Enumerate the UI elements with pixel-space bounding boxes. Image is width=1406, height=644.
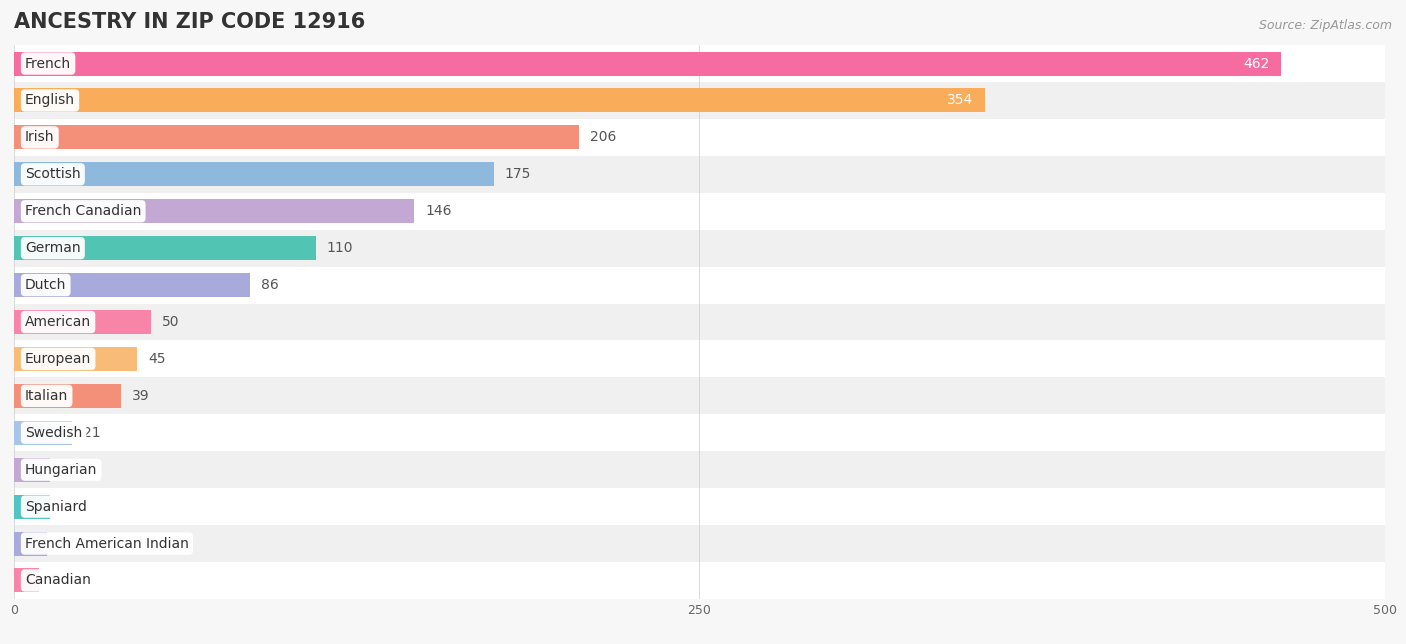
Text: 206: 206 [591, 130, 616, 144]
Bar [14, 126, 579, 149]
Text: American: American [25, 315, 91, 329]
Text: 12: 12 [58, 536, 76, 551]
Bar [14, 347, 138, 371]
Text: 146: 146 [426, 204, 451, 218]
Bar [14, 531, 46, 556]
Bar [14, 414, 1385, 451]
Bar [14, 377, 1385, 414]
Text: Spaniard: Spaniard [25, 500, 87, 514]
Bar [14, 193, 1385, 230]
Text: European: European [25, 352, 91, 366]
Bar [14, 45, 1385, 82]
Text: 175: 175 [505, 167, 531, 182]
Text: 50: 50 [162, 315, 180, 329]
Bar [14, 273, 250, 297]
Bar [14, 88, 984, 113]
Bar [14, 119, 1385, 156]
Text: Scottish: Scottish [25, 167, 80, 182]
Text: 39: 39 [132, 389, 149, 403]
Text: Source: ZipAtlas.com: Source: ZipAtlas.com [1258, 19, 1392, 32]
Text: 9: 9 [49, 573, 59, 587]
Text: Dutch: Dutch [25, 278, 66, 292]
Bar [14, 569, 39, 592]
Bar [14, 384, 121, 408]
Text: 462: 462 [1243, 57, 1270, 71]
Text: English: English [25, 93, 75, 108]
Text: 354: 354 [948, 93, 974, 108]
Text: 110: 110 [326, 241, 353, 255]
Bar [14, 495, 49, 518]
Bar [14, 162, 494, 186]
Text: French Canadian: French Canadian [25, 204, 142, 218]
Bar [14, 310, 152, 334]
Text: ANCESTRY IN ZIP CODE 12916: ANCESTRY IN ZIP CODE 12916 [14, 12, 366, 32]
Bar [14, 52, 1281, 75]
Bar [14, 458, 49, 482]
Text: Irish: Irish [25, 130, 55, 144]
Bar [14, 421, 72, 445]
Text: 13: 13 [60, 462, 79, 477]
Bar [14, 488, 1385, 525]
Text: 86: 86 [262, 278, 278, 292]
Text: French American Indian: French American Indian [25, 536, 188, 551]
Bar [14, 525, 1385, 562]
Text: Canadian: Canadian [25, 573, 91, 587]
Bar [14, 303, 1385, 341]
Text: 45: 45 [149, 352, 166, 366]
Bar [14, 562, 1385, 599]
Bar [14, 451, 1385, 488]
Text: German: German [25, 241, 80, 255]
Bar [14, 267, 1385, 303]
Text: 13: 13 [60, 500, 79, 514]
Text: French: French [25, 57, 72, 71]
Text: Italian: Italian [25, 389, 69, 403]
Bar [14, 230, 1385, 267]
Text: Swedish: Swedish [25, 426, 83, 440]
Bar [14, 82, 1385, 119]
Bar [14, 156, 1385, 193]
Bar [14, 236, 316, 260]
Text: 21: 21 [83, 426, 100, 440]
Text: Hungarian: Hungarian [25, 462, 97, 477]
Bar [14, 341, 1385, 377]
Bar [14, 199, 415, 223]
